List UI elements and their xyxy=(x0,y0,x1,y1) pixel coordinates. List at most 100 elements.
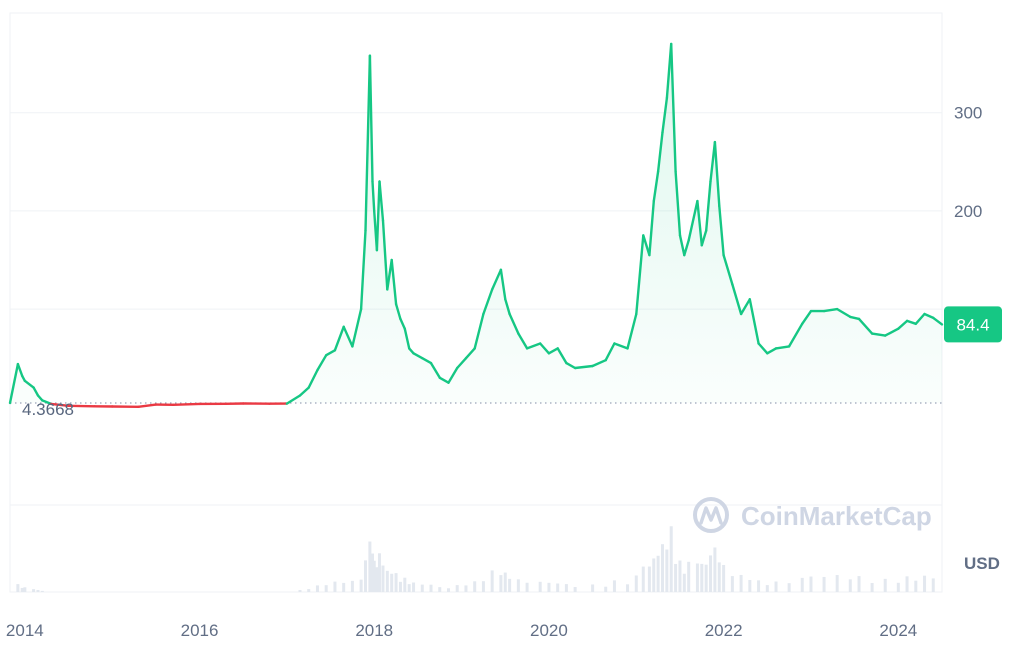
volume-bar xyxy=(375,567,379,592)
volume-bar xyxy=(748,580,752,592)
volume-bar xyxy=(429,584,433,592)
volume-bar xyxy=(538,581,542,592)
price-line-segment xyxy=(674,170,682,237)
volume-bar xyxy=(23,587,27,592)
price-line-segment xyxy=(700,229,708,247)
volume-bar xyxy=(420,584,424,592)
price-line-segment xyxy=(547,347,559,355)
volume-bar xyxy=(626,584,630,592)
x-tick-label: 2024 xyxy=(879,621,917,640)
volume-bar xyxy=(481,581,485,592)
volume-bar xyxy=(931,578,935,592)
volume-bar xyxy=(503,572,507,592)
price-line-segment xyxy=(359,229,367,311)
volume-bar xyxy=(730,576,734,592)
price-line-segment xyxy=(678,234,686,257)
price-line-segment xyxy=(285,394,302,405)
volume-bar xyxy=(665,549,669,592)
price-line-segment xyxy=(923,312,935,320)
price-line-segment xyxy=(421,357,433,365)
current-price-badge-background xyxy=(944,306,1002,343)
volume-bar xyxy=(455,585,459,592)
volume-bar xyxy=(809,576,813,592)
price-line-segment xyxy=(464,347,476,360)
volume-bar xyxy=(678,560,682,592)
price-line-segment xyxy=(333,325,345,352)
price-line-segment xyxy=(849,315,861,321)
price-line-segment xyxy=(722,253,734,286)
volume-bar xyxy=(722,564,726,592)
volume-bar xyxy=(370,553,374,592)
price-line-segment xyxy=(652,170,660,203)
price-line-segment xyxy=(473,312,485,350)
price-line-segment xyxy=(325,349,337,357)
y-tick-label: 300 xyxy=(954,104,982,123)
volume-bar xyxy=(32,589,36,592)
grid-lines xyxy=(10,112,942,506)
price-line-segment xyxy=(626,312,638,350)
volume-bar xyxy=(914,580,918,592)
price-line-segment xyxy=(696,199,703,247)
volume-bar xyxy=(687,561,691,592)
volume-bar xyxy=(333,581,337,592)
price-line-segment xyxy=(683,239,690,257)
price-line-segment xyxy=(905,319,917,325)
price-line-segment xyxy=(23,379,35,389)
y-axis-tick-labels: 200 300 xyxy=(954,104,982,221)
price-line-segment xyxy=(766,347,778,355)
volume-bar xyxy=(20,587,24,592)
price-line-segment xyxy=(884,327,900,337)
price-line-segment xyxy=(748,298,760,345)
volume-bar xyxy=(556,583,560,592)
coinmarketcap-logo-icon xyxy=(693,497,729,533)
volume-bar xyxy=(412,582,416,592)
price-line-segment xyxy=(801,309,813,325)
price-line-segment xyxy=(836,307,852,319)
price-line-segment xyxy=(932,316,944,326)
volume-bar xyxy=(438,587,442,592)
price-line-segment xyxy=(822,307,839,313)
volume-bar xyxy=(704,564,708,592)
price-line-segment xyxy=(412,352,424,360)
volume-bar xyxy=(350,580,354,592)
volume-bar xyxy=(848,579,852,592)
x-axis-tick-labels: 2014 2016 2018 2020 2022 2024 xyxy=(6,621,917,640)
price-line-segment xyxy=(656,131,664,173)
price-line-segment xyxy=(8,362,20,405)
volume-bar xyxy=(377,553,381,592)
volume-bar xyxy=(342,582,346,592)
volume-bar xyxy=(298,590,302,592)
current-price-label: 84.4 xyxy=(956,315,989,334)
x-tick-label: 2018 xyxy=(355,621,393,640)
volume-bar xyxy=(923,575,927,592)
price-line-segment xyxy=(482,288,494,316)
volume-bar xyxy=(765,585,769,592)
volume-bar xyxy=(835,575,839,592)
price-line-segment xyxy=(525,342,542,350)
volume-bar xyxy=(307,589,311,592)
currency-label: USD xyxy=(964,554,1000,573)
price-line-segment xyxy=(573,364,594,370)
price-line-segment xyxy=(897,319,909,330)
price-area xyxy=(10,43,942,404)
volume-bar xyxy=(394,573,398,592)
price-line-segment xyxy=(368,54,374,183)
x-tick-label: 2022 xyxy=(705,621,743,640)
volume-bar xyxy=(604,586,608,592)
price-line-segment xyxy=(307,368,319,389)
watermark-text: CoinMarketCap xyxy=(741,501,932,531)
price-line-segment xyxy=(447,366,459,384)
volume-bar xyxy=(398,581,402,592)
x-tick-label: 2014 xyxy=(6,621,44,640)
price-line-segment xyxy=(914,312,926,325)
volume-bar xyxy=(40,590,44,592)
volume-bar xyxy=(364,560,368,592)
baseline-label: 4.3668 xyxy=(22,400,74,419)
price-line-segment xyxy=(499,268,507,301)
volume-bar xyxy=(857,576,861,592)
volume-bar xyxy=(652,558,656,592)
price-line-segment xyxy=(774,345,791,350)
price-line-segment xyxy=(429,361,441,379)
volume-bar xyxy=(905,576,909,592)
price-line-segment xyxy=(371,180,376,213)
